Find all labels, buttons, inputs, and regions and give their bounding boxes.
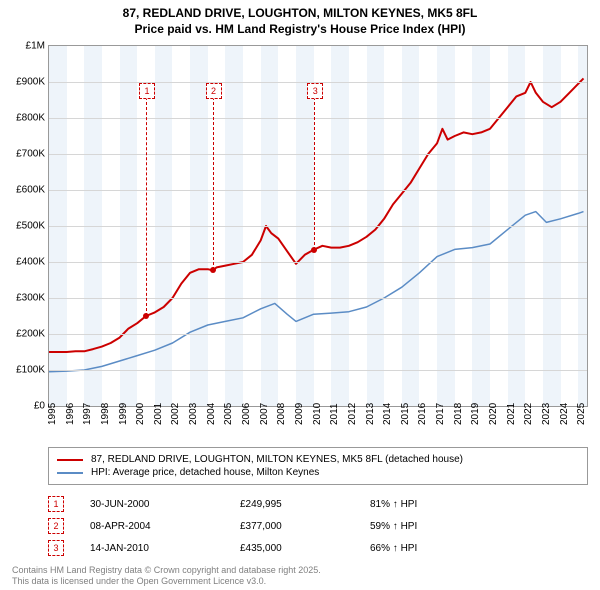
x-axis-label: 2012 bbox=[347, 403, 358, 425]
x-axis-label: 2006 bbox=[241, 403, 252, 425]
y-axis-label: £400K bbox=[3, 257, 45, 268]
x-axis-label: 2004 bbox=[206, 403, 217, 425]
footer-line-1: Contains HM Land Registry data © Crown c… bbox=[12, 565, 321, 575]
legend-item: 87, REDLAND DRIVE, LOUGHTON, MILTON KEYN… bbox=[57, 453, 579, 466]
legend-label: HPI: Average price, detached house, Milt… bbox=[91, 467, 319, 478]
x-axis-label: 2013 bbox=[365, 403, 376, 425]
gridline bbox=[49, 226, 587, 227]
legend-label: 87, REDLAND DRIVE, LOUGHTON, MILTON KEYN… bbox=[91, 454, 463, 465]
sale-marker-dot bbox=[311, 247, 317, 253]
y-axis-label: £800K bbox=[3, 113, 45, 124]
x-axis-label: 2003 bbox=[188, 403, 199, 425]
sale-date: 30-JUN-2000 bbox=[90, 499, 240, 510]
x-axis-label: 2002 bbox=[170, 403, 181, 425]
title-line-2: Price paid vs. HM Land Registry's House … bbox=[135, 22, 466, 36]
chart-title: 87, REDLAND DRIVE, LOUGHTON, MILTON KEYN… bbox=[0, 0, 600, 37]
x-axis-label: 2005 bbox=[223, 403, 234, 425]
gridline bbox=[49, 190, 587, 191]
x-axis-label: 1996 bbox=[65, 403, 76, 425]
gridline bbox=[49, 334, 587, 335]
x-axis-label: 2010 bbox=[312, 403, 323, 425]
price-chart: £0£100K£200K£300K£400K£500K£600K£700K£80… bbox=[48, 45, 588, 407]
sale-marker-label: 3 bbox=[307, 83, 323, 99]
sale-date: 14-JAN-2010 bbox=[90, 543, 240, 554]
footer-attribution: Contains HM Land Registry data © Crown c… bbox=[12, 565, 588, 588]
y-axis-label: £1M bbox=[3, 41, 45, 52]
y-axis-label: £300K bbox=[3, 293, 45, 304]
x-axis-label: 1997 bbox=[82, 403, 93, 425]
sale-hpi: 59% ↑ HPI bbox=[370, 521, 588, 532]
x-axis-label: 2017 bbox=[435, 403, 446, 425]
property-line bbox=[49, 79, 584, 353]
gridline bbox=[49, 370, 587, 371]
gridline bbox=[49, 298, 587, 299]
hpi-line bbox=[49, 212, 584, 372]
legend-item: HPI: Average price, detached house, Milt… bbox=[57, 466, 579, 479]
x-axis-label: 2008 bbox=[276, 403, 287, 425]
x-axis-label: 2018 bbox=[453, 403, 464, 425]
y-axis-label: £900K bbox=[3, 77, 45, 88]
x-axis-label: 2007 bbox=[259, 403, 270, 425]
gridline bbox=[49, 118, 587, 119]
sale-marker-line bbox=[213, 97, 214, 270]
x-axis-label: 2016 bbox=[417, 403, 428, 425]
sale-markers-table: 1 30-JUN-2000£249,99581% ↑ HPI 2 08-APR-200… bbox=[48, 493, 588, 559]
y-axis-label: £100K bbox=[3, 365, 45, 376]
x-axis-label: 2014 bbox=[382, 403, 393, 425]
x-axis-label: 1995 bbox=[47, 403, 58, 425]
x-axis-label: 2009 bbox=[294, 403, 305, 425]
sale-hpi: 81% ↑ HPI bbox=[370, 499, 588, 510]
sale-row-marker: 1 bbox=[48, 496, 64, 512]
x-axis-label: 1999 bbox=[118, 403, 129, 425]
sale-marker-label: 1 bbox=[139, 83, 155, 99]
sale-row: 1 30-JUN-2000£249,99581% ↑ HPI bbox=[48, 493, 588, 515]
x-axis-label: 2015 bbox=[400, 403, 411, 425]
sale-marker-line bbox=[314, 97, 315, 249]
legend-swatch bbox=[57, 459, 83, 461]
title-line-1: 87, REDLAND DRIVE, LOUGHTON, MILTON KEYN… bbox=[123, 6, 478, 20]
y-axis-label: £600K bbox=[3, 185, 45, 196]
y-axis-label: £500K bbox=[3, 221, 45, 232]
sale-date: 08-APR-2004 bbox=[90, 521, 240, 532]
sale-row: 3 14-JAN-2010£435,00066% ↑ HPI bbox=[48, 537, 588, 559]
sale-price: £435,000 bbox=[240, 543, 370, 554]
x-axis-label: 2025 bbox=[576, 403, 587, 425]
y-axis-label: £200K bbox=[3, 329, 45, 340]
x-axis-label: 2019 bbox=[470, 403, 481, 425]
y-axis-label: £0 bbox=[3, 401, 45, 412]
sale-row-marker: 2 bbox=[48, 518, 64, 534]
legend-swatch bbox=[57, 472, 83, 474]
sale-row-marker: 3 bbox=[48, 540, 64, 556]
gridline bbox=[49, 262, 587, 263]
x-axis-label: 2011 bbox=[329, 404, 340, 426]
footer-line-2: This data is licensed under the Open Gov… bbox=[12, 576, 266, 586]
x-axis-label: 2001 bbox=[153, 403, 164, 425]
sale-price: £377,000 bbox=[240, 521, 370, 532]
x-axis-label: 2021 bbox=[506, 403, 517, 425]
x-axis-label: 2000 bbox=[135, 403, 146, 425]
sale-row: 2 08-APR-2004£377,00059% ↑ HPI bbox=[48, 515, 588, 537]
sale-marker-line bbox=[146, 97, 147, 316]
x-axis-label: 2022 bbox=[523, 403, 534, 425]
sale-marker-dot bbox=[143, 313, 149, 319]
legend: 87, REDLAND DRIVE, LOUGHTON, MILTON KEYN… bbox=[48, 447, 588, 485]
sale-marker-dot bbox=[210, 267, 216, 273]
x-axis-label: 2020 bbox=[488, 403, 499, 425]
x-axis-label: 1998 bbox=[100, 403, 111, 425]
y-axis-label: £700K bbox=[3, 149, 45, 160]
sale-price: £249,995 bbox=[240, 499, 370, 510]
x-axis-label: 2024 bbox=[559, 403, 570, 425]
sale-hpi: 66% ↑ HPI bbox=[370, 543, 588, 554]
x-axis-label: 2023 bbox=[541, 403, 552, 425]
gridline bbox=[49, 154, 587, 155]
sale-marker-label: 2 bbox=[206, 83, 222, 99]
